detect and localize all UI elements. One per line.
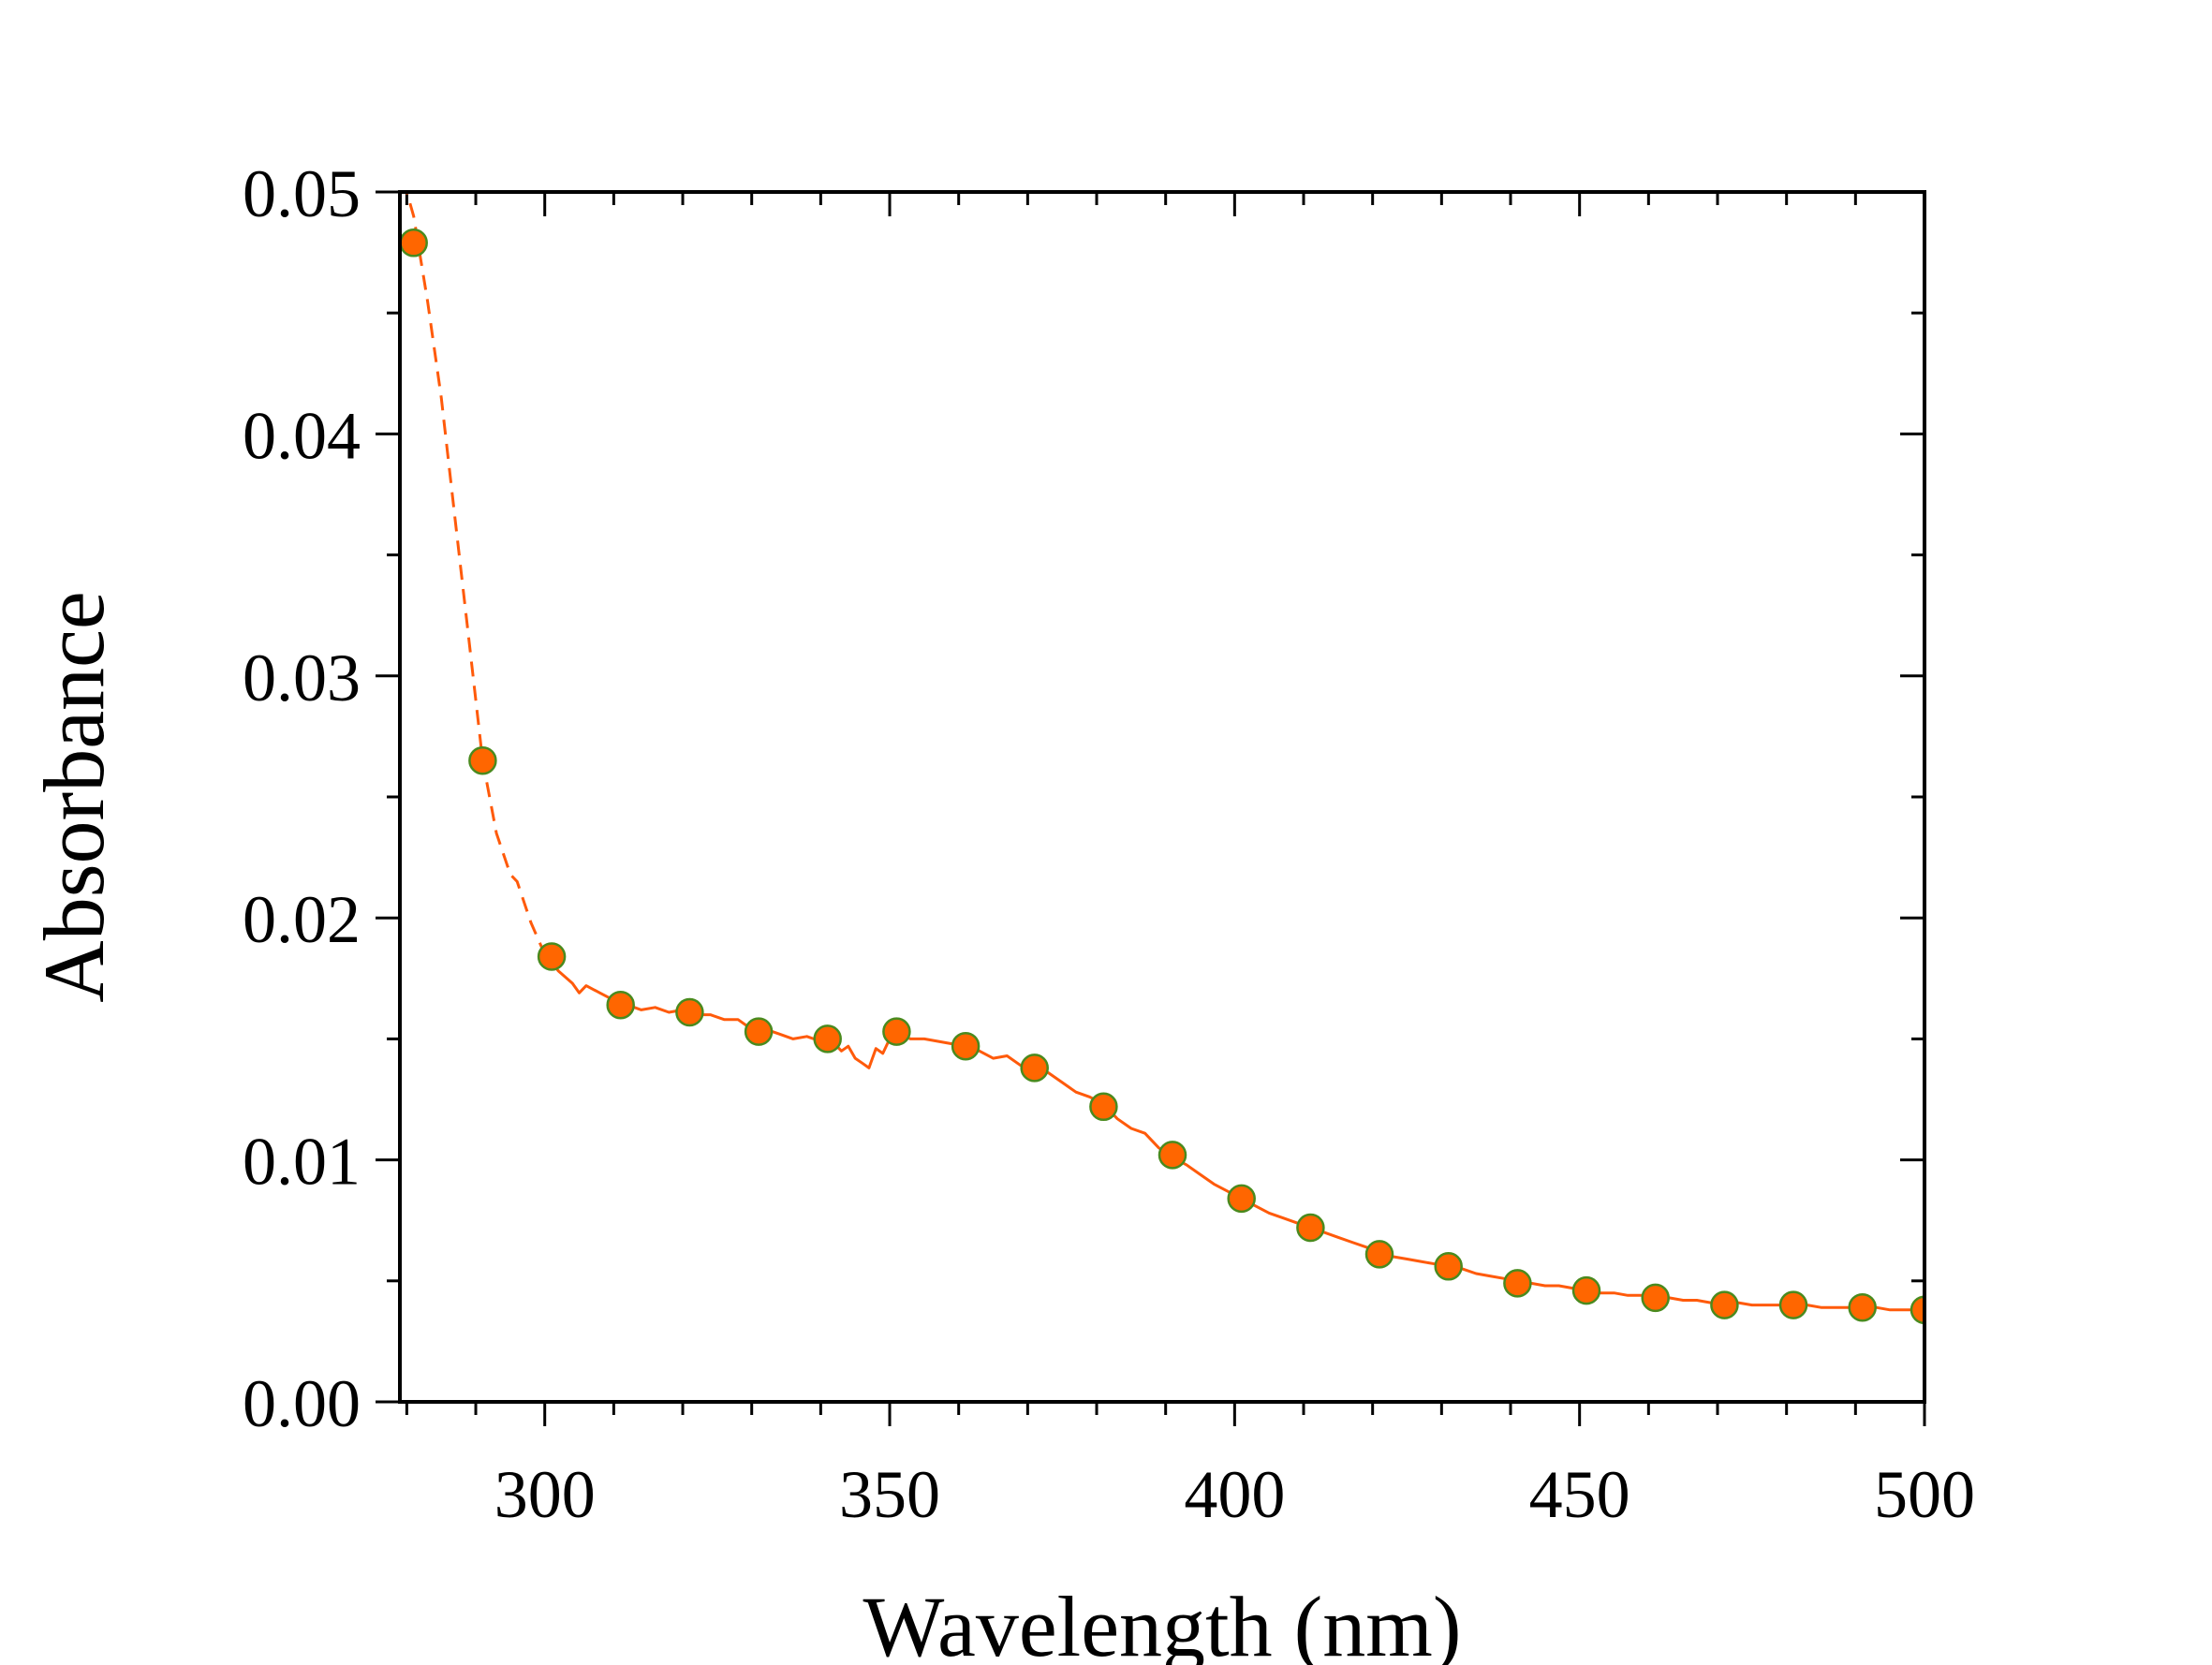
- y-tick-label: 0.04: [243, 398, 361, 473]
- x-tick-label: 300: [494, 1457, 596, 1532]
- data-point: [468, 745, 497, 775]
- plot-frame: [398, 190, 1926, 1404]
- data-point: [1089, 1092, 1118, 1122]
- data-point: [951, 1031, 981, 1061]
- x-tick-label: 350: [839, 1457, 940, 1532]
- data-point: [1571, 1275, 1601, 1305]
- data-point: [744, 1017, 774, 1046]
- major-ticks: [376, 190, 1926, 1426]
- x-tick-label: 500: [1874, 1457, 1975, 1532]
- data-point: [1364, 1240, 1394, 1269]
- data-point: [1020, 1054, 1049, 1083]
- data-point: [1503, 1269, 1532, 1298]
- x-tick-label: 400: [1184, 1457, 1285, 1532]
- data-point: [1641, 1283, 1670, 1313]
- data-point: [675, 997, 704, 1027]
- data-point: [813, 1024, 842, 1054]
- data-point: [537, 942, 567, 971]
- x-tick-labels: 300 350 400 450 500: [494, 1457, 1975, 1532]
- y-tick-label: 0.02: [243, 882, 361, 957]
- data-point: [1296, 1213, 1325, 1243]
- series-layer: [400, 192, 1924, 1325]
- y-tick-labels: 0.00 0.01 0.02 0.03 0.04 0.05: [243, 156, 361, 1441]
- data-point: [882, 1017, 911, 1046]
- y-tick-label: 0.00: [243, 1366, 361, 1441]
- data-point: [1710, 1290, 1739, 1319]
- data-point: [606, 990, 635, 1020]
- data-point: [1848, 1292, 1877, 1322]
- x-axis-title: Wavelength (nm): [863, 1579, 1462, 1665]
- y-tick-label: 0.01: [243, 1125, 361, 1200]
- series-line-dashed: [405, 192, 547, 955]
- y-tick-label: 0.05: [243, 156, 361, 231]
- minor-ticks: [387, 192, 1924, 1415]
- series-line-solid: [543, 953, 1924, 1312]
- data-point: [1778, 1290, 1808, 1319]
- data-point: [1158, 1141, 1187, 1170]
- y-axis-title: Absorbance: [26, 591, 122, 1002]
- x-tick-label: 450: [1529, 1457, 1630, 1532]
- y-tick-label: 0.03: [243, 641, 361, 715]
- data-point: [1434, 1252, 1463, 1281]
- data-point: [400, 228, 428, 258]
- data-point: [1227, 1184, 1256, 1214]
- data-point: [1910, 1295, 1924, 1325]
